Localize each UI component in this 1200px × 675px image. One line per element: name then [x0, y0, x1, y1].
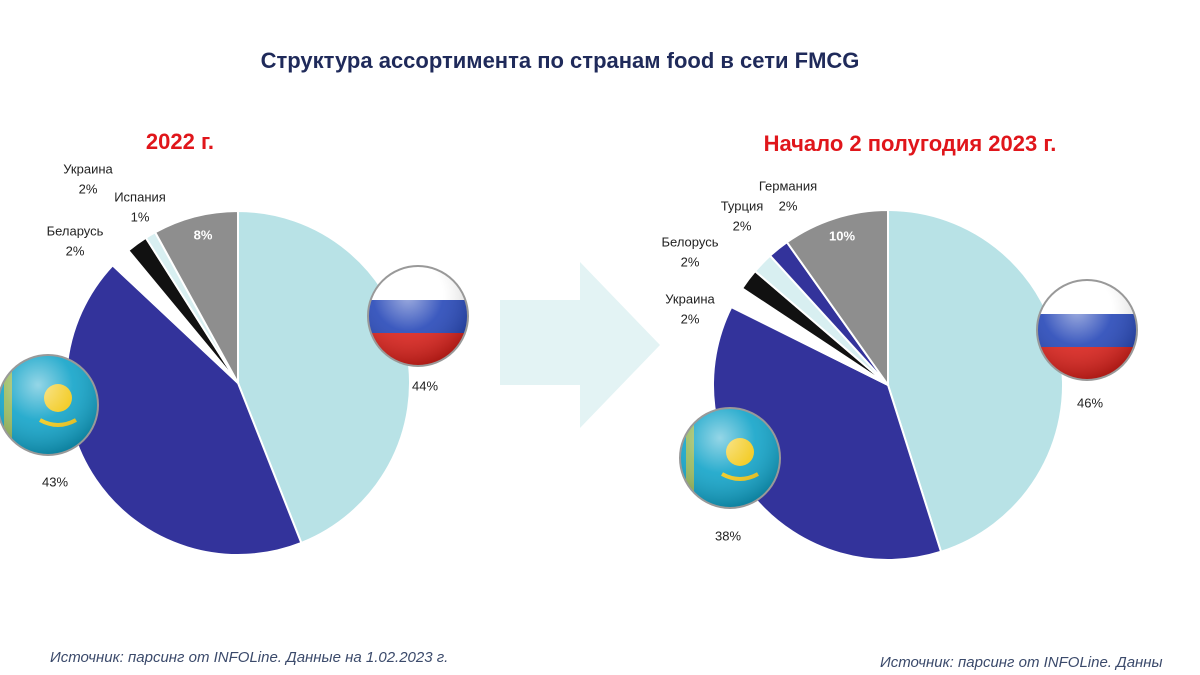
- value-label: 2%: [681, 311, 700, 326]
- slice-name: Турция: [721, 198, 764, 213]
- pie-slice: [153, 209, 239, 384]
- value-label: 2%: [681, 254, 700, 269]
- chart-title: 2022 г.: [146, 129, 214, 154]
- pies: 44% 43% Беларусь 2% Украина 2% Испания 1% 8% 46% 3…: [42, 161, 1103, 561]
- value-label: 1%: [131, 209, 150, 224]
- arrow: [500, 262, 660, 428]
- slice-name: Украина: [665, 291, 715, 306]
- chart-title: Начало 2 полугодия 2023 г.: [764, 131, 1057, 156]
- value-label: 44%: [412, 378, 438, 393]
- value-label: 2%: [779, 198, 798, 213]
- source: Источник: парсинг от INFOLine. Данны: [880, 654, 1163, 671]
- value-label: 8%: [194, 227, 213, 242]
- value-label: 46%: [1077, 395, 1103, 410]
- value-label: 10%: [829, 228, 855, 243]
- flags: [0, 265, 1138, 509]
- value-label: 38%: [715, 528, 741, 543]
- source: Источник: парсинг от INFOLine. Данные на…: [50, 649, 448, 666]
- pie-slice: [785, 208, 889, 389]
- pie-slice: [64, 263, 303, 557]
- slice-name: Испания: [114, 189, 166, 204]
- value-label: 2%: [733, 218, 752, 233]
- main-title: Структура ассортимента по странам food в…: [261, 48, 860, 73]
- slice-name: Германия: [759, 178, 817, 193]
- value-label: 2%: [66, 243, 85, 258]
- slice-name: Белорусь: [661, 234, 718, 249]
- slice-name: Украина: [63, 161, 113, 176]
- value-label: 2%: [79, 181, 98, 196]
- value-label: 43%: [42, 474, 68, 489]
- slice-name: Беларусь: [47, 223, 104, 238]
